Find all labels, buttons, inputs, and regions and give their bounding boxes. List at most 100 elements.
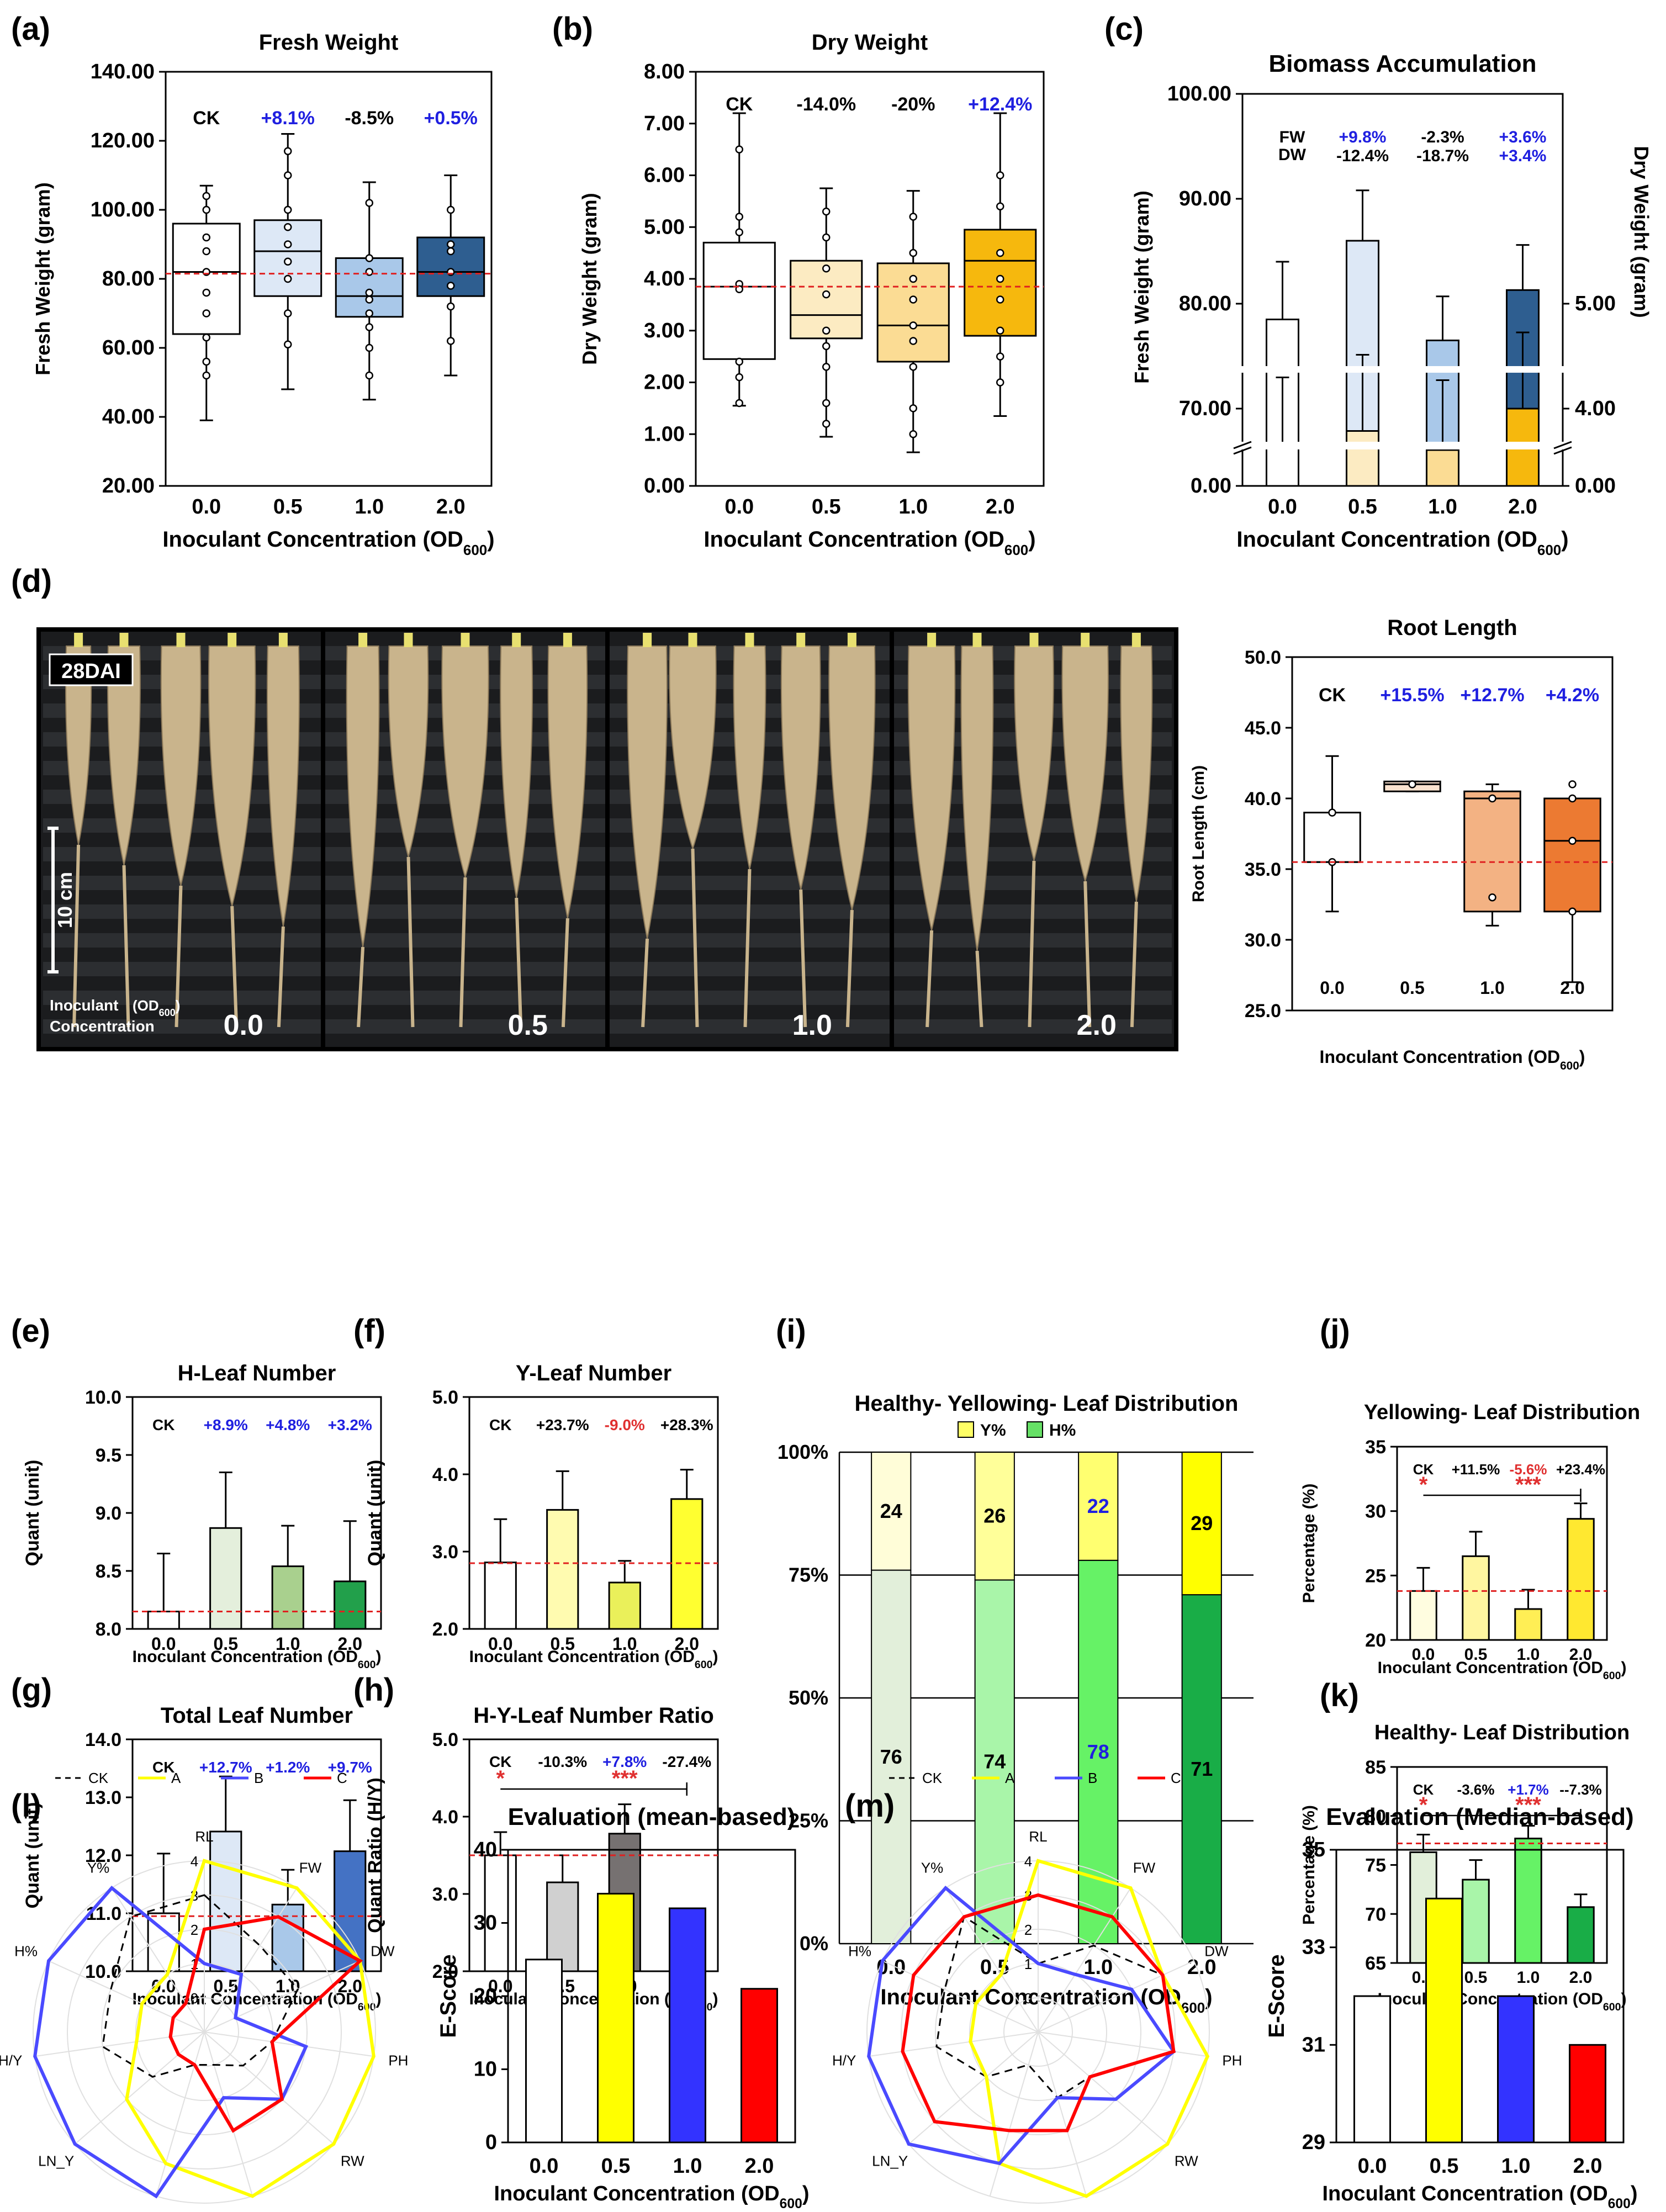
data-point [1568, 794, 1577, 803]
percent-annotation: +12.7% [199, 1759, 252, 1776]
root-sample [107, 645, 141, 866]
stacked-bar-1.0: 78 22 [1078, 1452, 1119, 1945]
radar-axis-label: FW [299, 1859, 322, 1876]
percent-annotation: +23.4% [1556, 1461, 1605, 1478]
root-crown [119, 633, 129, 647]
y-axis-label: Quant (unit) [364, 1460, 385, 1567]
x-tick-label: 2.0 [436, 495, 466, 518]
percent-annotation: -9.0% [605, 1416, 645, 1433]
radar-spoke [75, 2031, 205, 2145]
y-tick-label: 35 [1365, 1437, 1386, 1458]
x-axis-title: Inoculant Concentration (OD600) [1322, 2182, 1637, 2211]
root-crown [1081, 633, 1090, 647]
radar-axis-label: PH [388, 2052, 408, 2069]
bar-0.5 [209, 1472, 242, 1630]
chart-c: Biomass Accumulation 0.00 70.00 80.00 90.00 1… [1130, 50, 1653, 558]
percent-annotation: CK [726, 94, 753, 115]
box-0.5 [1383, 780, 1441, 792]
x-tick-label: 2.0 [1569, 1645, 1593, 1664]
x-tick-label: 1.0 [1428, 495, 1457, 518]
data-point [822, 233, 831, 242]
radar-series-CK [935, 1915, 1175, 2099]
yellowing-value-label: 26 [983, 1505, 1006, 1527]
root-crown [796, 633, 806, 647]
data-point [202, 357, 210, 366]
radar-spoke [204, 1960, 361, 2033]
day-badge [49, 653, 134, 686]
data-point [284, 205, 292, 214]
root-taproot [357, 946, 365, 1028]
data-point [447, 302, 455, 311]
radar-legend-label: B [1088, 1770, 1097, 1786]
bar-0.5 [209, 1775, 242, 1972]
y-axis-label: E-Score [1265, 1954, 1289, 2038]
root-sample [1120, 645, 1153, 902]
bar [147, 1611, 180, 1630]
root-taproot [459, 877, 467, 1028]
data-point [447, 282, 455, 290]
y-tick-label: 100.00 [91, 198, 155, 221]
root-sample [208, 645, 256, 907]
y-tick-label: 0% [800, 1932, 828, 1955]
data-point [1488, 794, 1496, 803]
data-point [202, 334, 210, 342]
radar-spoke [1038, 2031, 1168, 2145]
concentration-label: Inoculant [50, 997, 118, 1014]
y-axis-label: Dry Weight (gram) [578, 193, 601, 364]
radar-axis-label: H% [848, 1943, 871, 1960]
radar-legend-label: A [171, 1770, 181, 1786]
healthy-segment [1181, 1594, 1222, 1945]
x-tick-label: 2.0 [338, 1634, 362, 1654]
break-mark [1553, 446, 1572, 455]
bar-0.0 [1353, 1995, 1391, 2144]
percent-annotation: CK [489, 1753, 511, 1770]
y-tick-label: 35.0 [1245, 859, 1281, 880]
box-2.0 [1543, 780, 1601, 983]
chart-e: 8.0 8.5 9.0 9.5 10.0 0.0 0.5 1.0 2.0 H-Leaf Numbe… [22, 1361, 382, 1671]
root-sample [65, 645, 92, 845]
data-point [202, 205, 210, 214]
radar-series-C [168, 1915, 363, 2133]
healthy-value-label: 74 [983, 1750, 1006, 1773]
root-crown [927, 633, 937, 647]
x-tick-label: 2.0 [1187, 1956, 1217, 1979]
data-point [447, 337, 455, 345]
x-tick-label: 0.0 [724, 495, 754, 518]
bar [334, 1580, 367, 1630]
y-axis-label: Fresh Weight (gram) [31, 182, 54, 375]
percent-annotation: --7.3% [1559, 1781, 1602, 1798]
bar-0.5 [597, 1893, 634, 2144]
bar-0.0 [525, 1959, 563, 2144]
panel-label-i: (i) [776, 1313, 806, 1349]
significance-marker: * [496, 1766, 505, 1791]
chart-b: 0.00 1.00 2.00 3.00 4.00 5.00 6.00 7.00 8.00 0.0 0… [578, 30, 1045, 558]
root-taproot [1083, 881, 1092, 1028]
radar-spoke [945, 1887, 1039, 2033]
x-axis-title: Inoculant Concentration (OD600) [162, 527, 494, 558]
data-point [202, 288, 210, 297]
root-crown [74, 633, 83, 647]
plot-frame [1396, 1446, 1608, 1641]
legend-fw: FW [1279, 128, 1305, 146]
root-taproot [925, 930, 934, 1028]
root-crown [278, 633, 288, 647]
box-body [1463, 790, 1521, 913]
plot-frame [1291, 656, 1614, 1012]
chart-title: Root Length [1387, 616, 1517, 640]
root-crown [847, 633, 856, 647]
root-taproot [174, 885, 183, 1028]
bar-0.5 [1462, 1859, 1490, 1964]
bar-2.0 [741, 1988, 778, 2144]
data-point [822, 342, 831, 351]
panel-label-h: (h) [353, 1672, 394, 1708]
fw-percent-annotation: +3.6% [1499, 128, 1547, 146]
box-body [1303, 812, 1361, 863]
x-tick-label: 0.0 [1358, 2155, 1387, 2178]
chart-i: Healthy- Yellowing- Leaf Distribution Y% H… [778, 1391, 1254, 2016]
root-taproot [515, 897, 523, 1028]
bar-2.0 [1569, 2044, 1606, 2144]
data-point [822, 207, 831, 216]
bar [334, 1850, 367, 1972]
radar-spoke [35, 2031, 205, 2057]
